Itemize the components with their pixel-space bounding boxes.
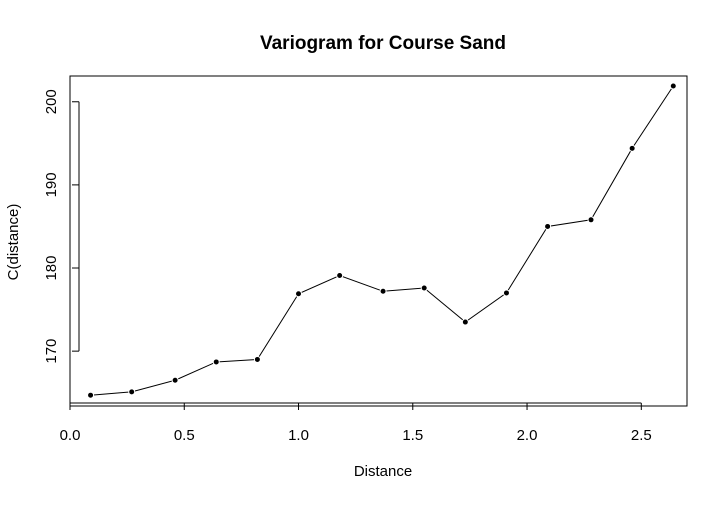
y-axis: 170 180 190 200: [43, 89, 80, 364]
x-tick-label: 1.0: [288, 427, 309, 444]
data-point: [128, 388, 136, 396]
x-axis: 0.0 0.5 1.0 1.5 2.0 2.5: [60, 402, 652, 444]
y-axis-label: C(distance): [5, 204, 22, 281]
y-tick-label: 190: [43, 172, 60, 197]
x-tick-label: 1.5: [402, 427, 423, 444]
y-tick-label: 180: [43, 255, 60, 280]
data-point: [587, 216, 595, 224]
data-point: [502, 289, 510, 297]
data-point: [669, 82, 677, 90]
data-point: [295, 290, 303, 298]
data-point: [212, 358, 220, 366]
series-points: [87, 82, 677, 399]
y-tick-label: 170: [43, 339, 60, 364]
data-point: [253, 355, 261, 363]
data-point: [461, 318, 469, 326]
y-tick-label: 200: [43, 89, 60, 114]
data-point: [87, 391, 95, 399]
data-point: [420, 284, 428, 292]
data-point: [379, 287, 387, 295]
data-point: [171, 376, 179, 384]
data-point: [544, 222, 552, 230]
x-tick-label: 2.5: [631, 427, 652, 444]
x-tick-label: 0.0: [60, 427, 81, 444]
x-tick-label: 2.0: [517, 427, 538, 444]
x-tick-label: 0.5: [174, 427, 195, 444]
data-point: [628, 144, 636, 152]
plot-frame: [69, 75, 688, 407]
x-axis-label: Distance: [354, 463, 412, 480]
chart-title: Variogram for Course Sand: [260, 33, 506, 54]
data-point: [336, 271, 344, 279]
